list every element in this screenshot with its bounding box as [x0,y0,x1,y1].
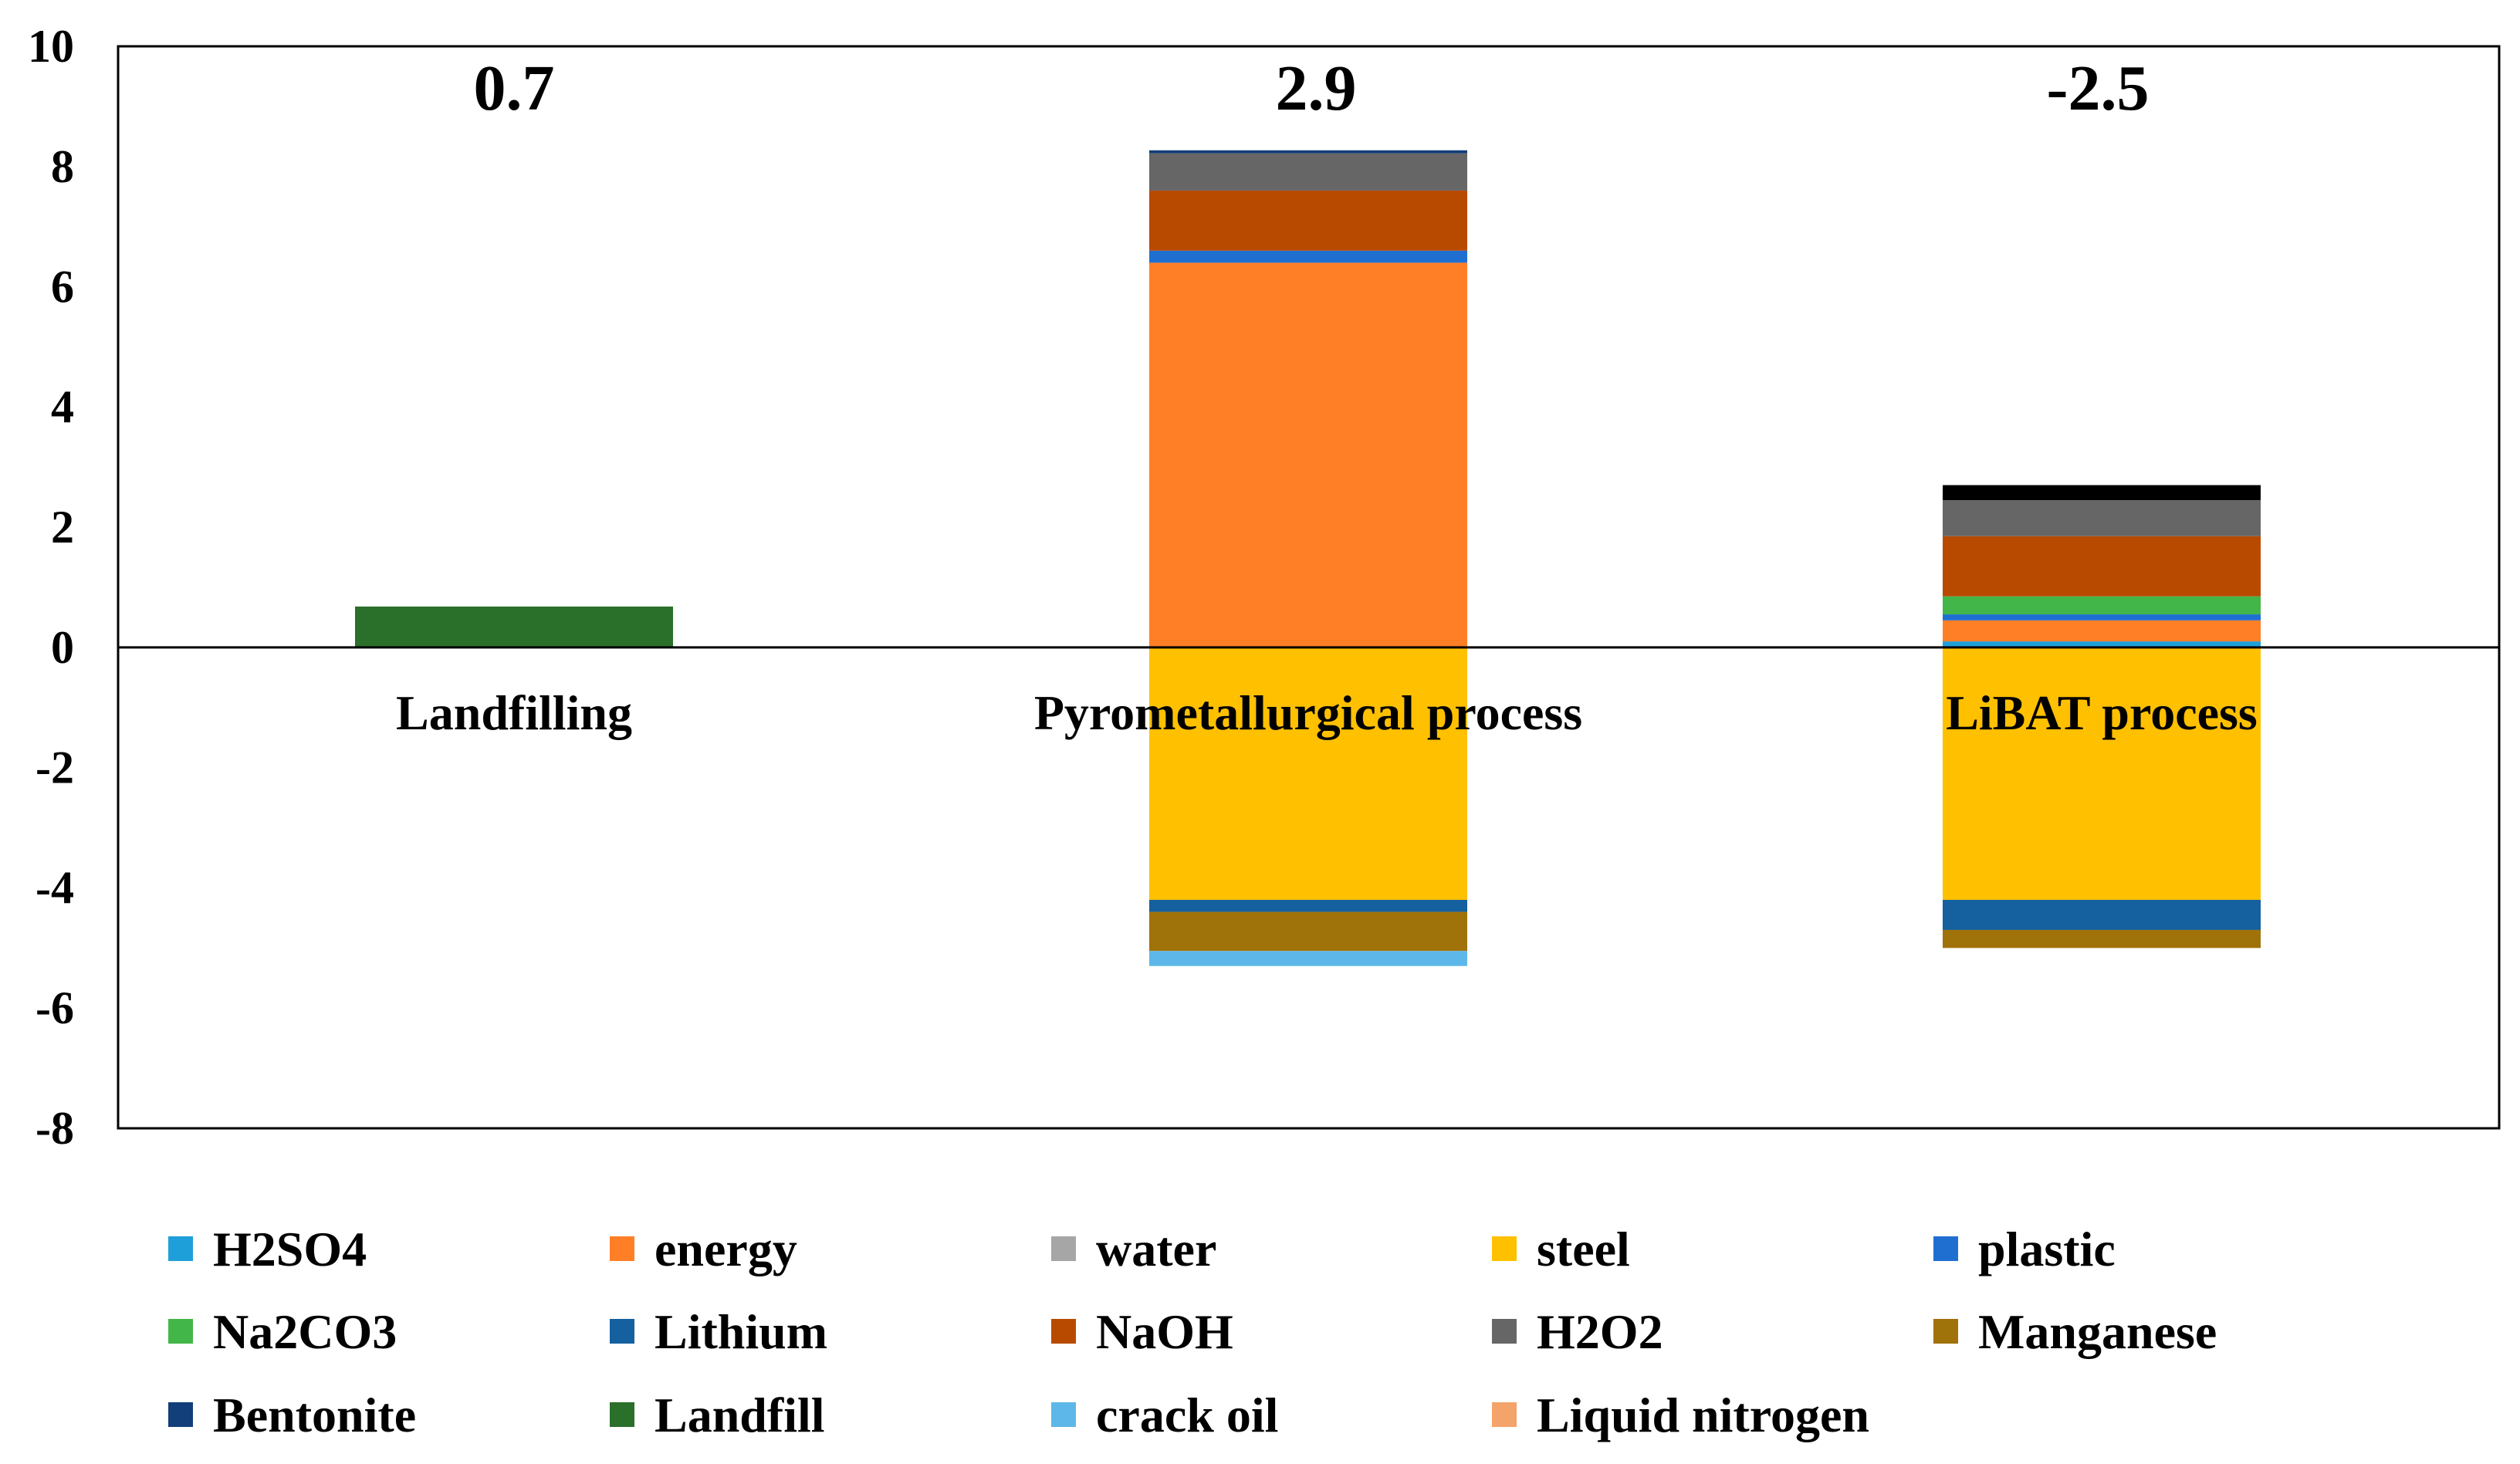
total-labels: 0.7 2.9 -2.5 [474,52,2150,124]
legend-swatch [1492,1236,1517,1261]
legend-swatch [610,1236,634,1261]
legend-swatch [1492,1319,1517,1344]
legend-swatch [1051,1319,1076,1344]
legend-label: H2SO4 [213,1222,367,1276]
bar-segment-energy [1943,620,2261,642]
y-tick-label: 10 [28,21,74,72]
bar-segments [355,150,2261,966]
bar-segment-plastic [1149,250,1467,263]
legend-label: Landfill [655,1388,825,1442]
y-tick-label: 0 [51,622,74,673]
bar-segment-bentonite [1149,150,1467,154]
y-tick-label: 8 [51,141,74,192]
bar-segment-naoh [1149,190,1467,251]
y-tick-label: 6 [51,262,74,313]
bar-segment-landfill [355,606,673,647]
bar-segment-h2so4 [1943,641,2261,647]
y-tick-label: 4 [51,381,74,432]
total-value-label: -2.5 [2047,52,2150,124]
y-tick-label: -6 [36,982,74,1033]
legend-label: water [1096,1222,1216,1276]
y-tick-label: -2 [36,742,74,793]
legend-swatch [1051,1236,1076,1261]
category-labels: Landfilling Pyrometallurgical process LiBA… [396,685,2258,740]
bar-segment-manganese [1149,911,1467,952]
bar-segment-lithium [1943,900,2261,930]
bar-segment-h2o2 [1943,500,2261,536]
legend: H2SO4 energy water steel plastic Na2CO3 Lithiu… [168,1222,2217,1442]
bar-segment-steel [1943,647,2261,901]
legend-label: Manganese [1978,1304,2217,1359]
legend-swatch [610,1402,634,1427]
y-tick-label: 2 [51,502,74,553]
bar-segment-steel [1149,647,1467,901]
legend-swatch [610,1319,634,1344]
bar-segment-crack-oil [1149,951,1467,966]
legend-label: plastic [1978,1222,2116,1276]
bar-segment-unlabeled [1943,485,2261,501]
legend-label: Liquid nitrogen [1537,1388,1869,1442]
bar-segment-manganese [1943,929,2261,948]
y-axis-ticks: -8 -6 -4 -2 0 2 4 6 8 10 [28,21,74,1154]
legend-swatch [1051,1402,1076,1427]
legend-swatch [1933,1236,1958,1261]
legend-swatch [1933,1319,1958,1344]
bar-segment-lithium [1149,900,1467,912]
legend-swatch [168,1236,193,1261]
legend-label: energy [655,1222,797,1276]
bar-segment-h2o2 [1149,153,1467,191]
legend-label: Lithium [655,1304,827,1359]
legend-swatch [168,1319,193,1344]
bar-segment-naoh [1943,536,2261,597]
bar-segment-plastic [1943,614,2261,620]
legend-label: H2O2 [1537,1304,1663,1359]
total-value-label: 2.9 [1276,52,1357,124]
legend-swatch [1492,1402,1517,1427]
category-label: LiBAT process [1946,685,2258,740]
legend-label: Na2CO3 [213,1304,397,1359]
category-label: Landfilling [396,685,632,740]
total-value-label: 0.7 [474,52,555,124]
bar-segment-na2co3 [1943,596,2261,615]
plot-frame [117,45,2501,1130]
category-label: Pyrometallurgical process [1034,685,1582,740]
legend-label: NaOH [1096,1304,1233,1359]
legend-label: Bentonite [213,1388,416,1442]
legend-label: steel [1537,1222,1630,1276]
bar-segment-energy [1149,262,1467,647]
y-tick-label: -8 [36,1103,74,1154]
legend-swatch [168,1402,193,1427]
legend-label: crack oil [1096,1388,1278,1442]
y-tick-label: -4 [36,862,74,913]
